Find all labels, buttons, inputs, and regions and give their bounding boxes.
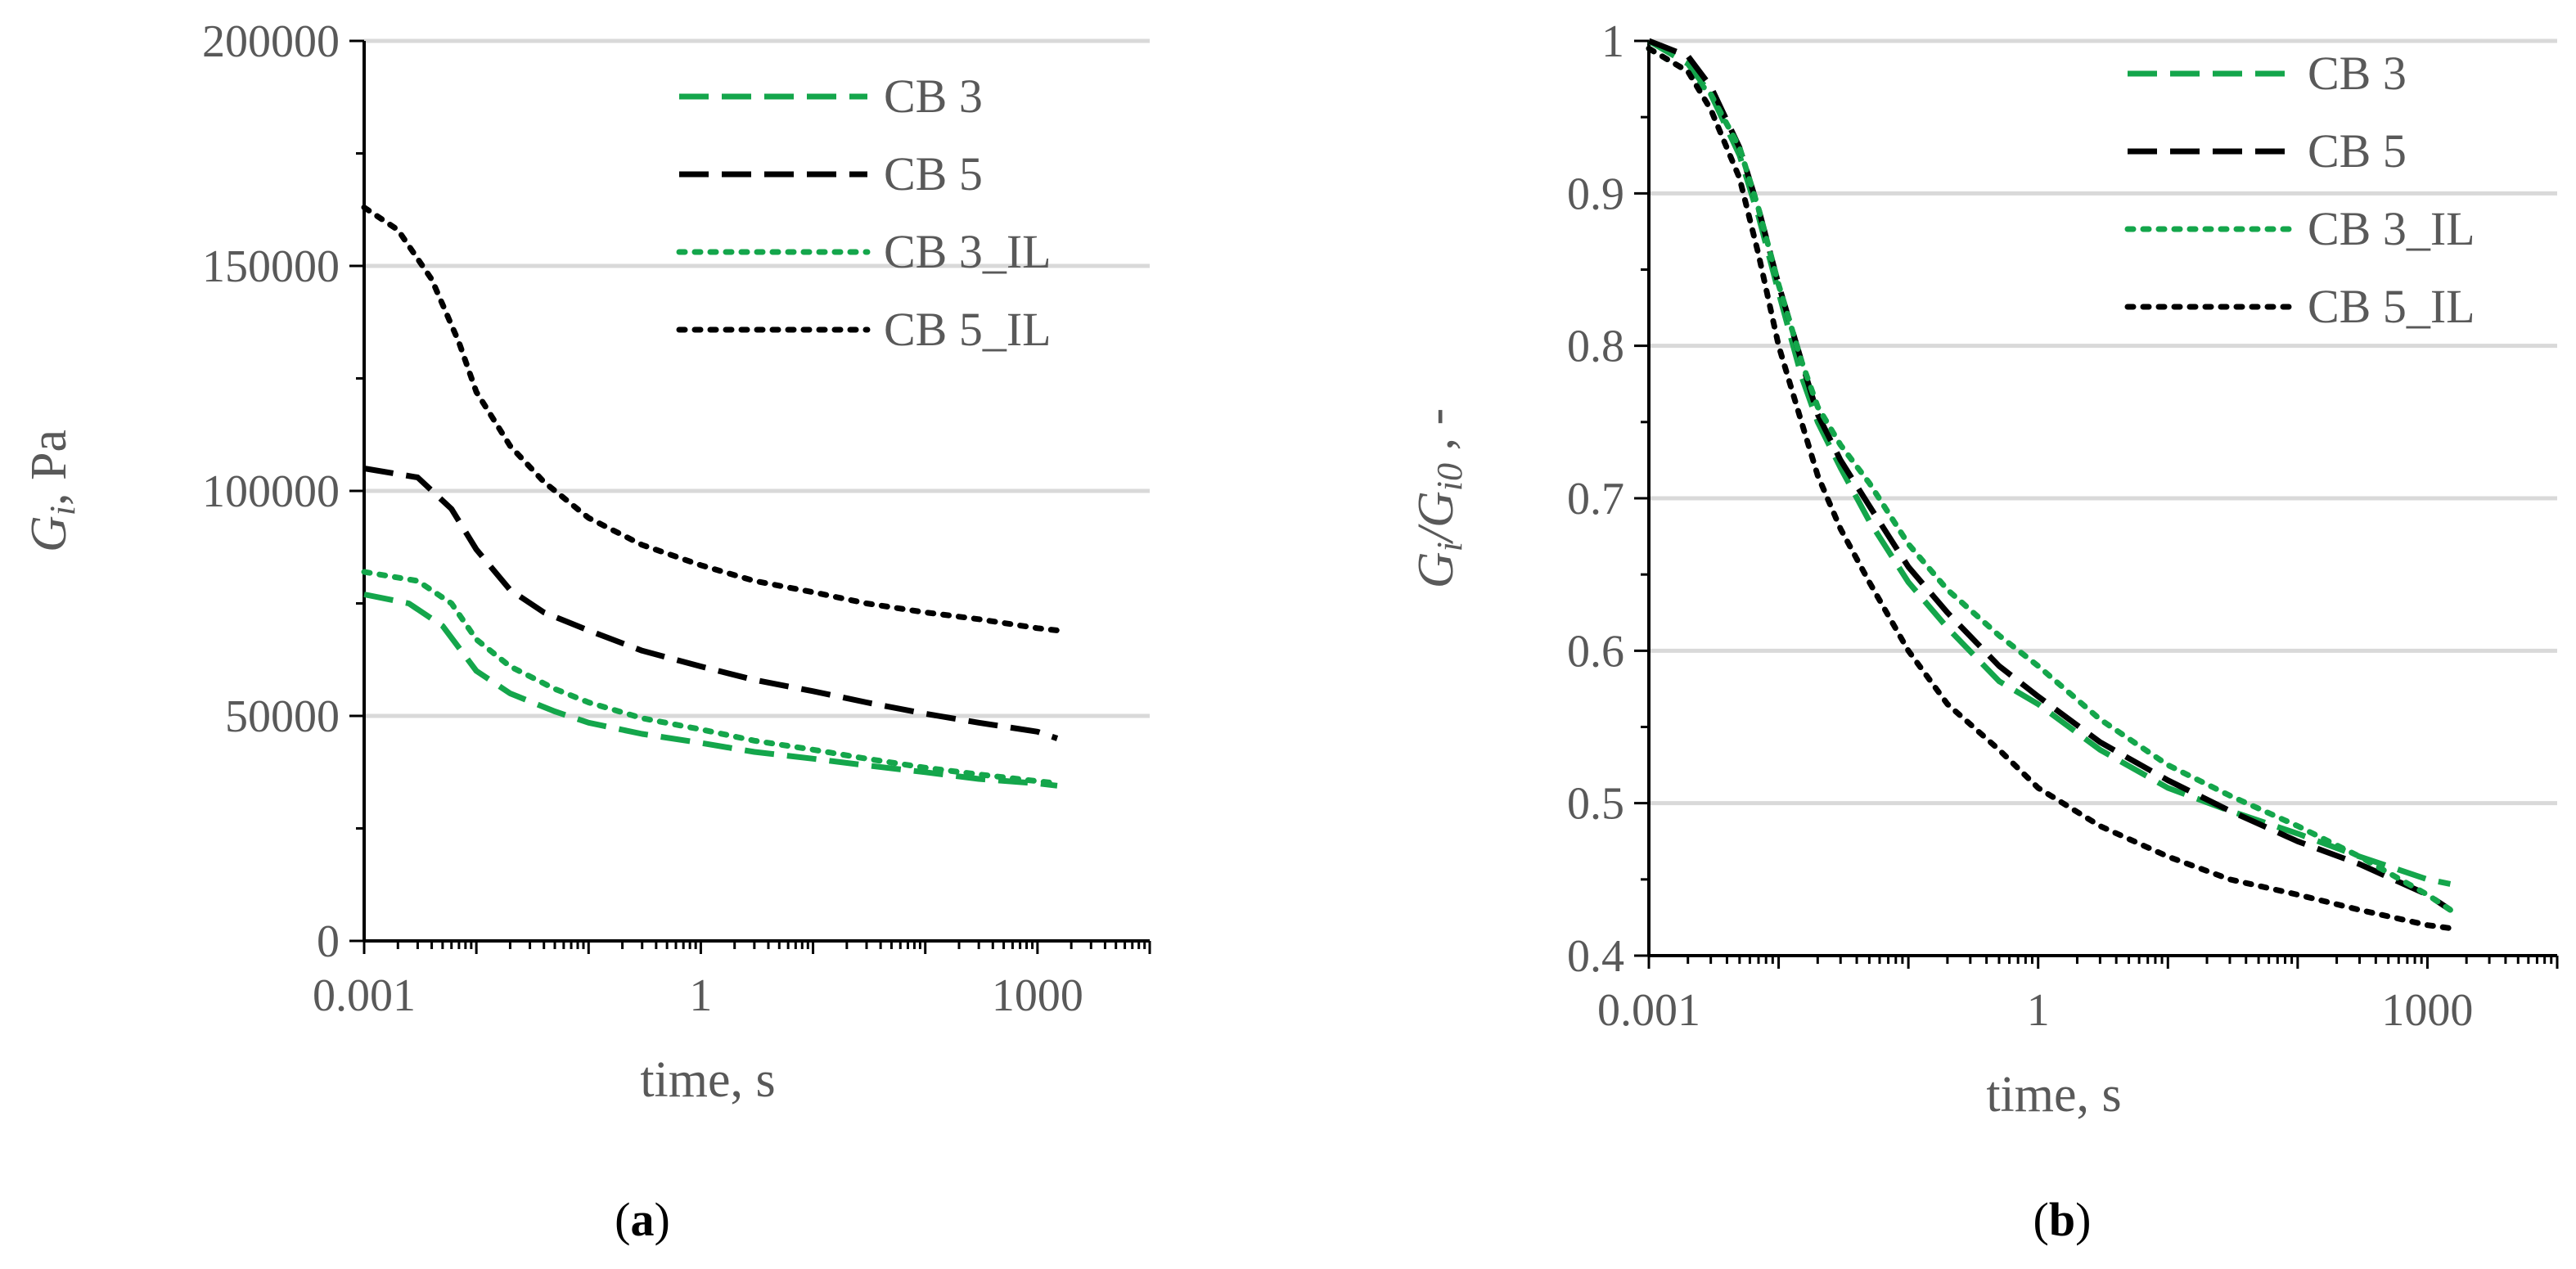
panel-label-letter: b bbox=[2049, 1193, 2075, 1246]
series-line-cb-3 bbox=[363, 592, 1058, 789]
y-axis-label-ylabel-sub2: i0 bbox=[1430, 463, 1470, 491]
x-tick-label: 1 bbox=[2027, 985, 2050, 1036]
x-axis-label: time, s bbox=[1986, 1067, 2121, 1123]
panel-label-close-paren: ) bbox=[655, 1193, 670, 1246]
y-axis-label-ylabel-sub: i bbox=[1430, 542, 1470, 551]
legend: CB 3 CB 5 CB 3_IL CB 5_IL bbox=[676, 70, 1052, 356]
legend-entry-label: CB 5_IL bbox=[2308, 280, 2475, 333]
legend-entry-label: CB 5 bbox=[2308, 124, 2407, 178]
panel-label: (a) bbox=[615, 1193, 670, 1246]
series-line-cb-3-il bbox=[1646, 45, 2453, 913]
legend-entry-label: CB 3 bbox=[884, 70, 983, 123]
y-axis-label-ylabel-rest: , Pa bbox=[21, 430, 77, 506]
x-tick-label: 0.001 bbox=[313, 970, 416, 1021]
panel-label: (b) bbox=[2033, 1193, 2092, 1246]
chart-panel-b: 0.4 0.5 0.6 0.7 0.8 0.9 1 0.001 1 1000 time, s Gi/G… bbox=[1408, 16, 2559, 1246]
x-axis-label: time, s bbox=[640, 1052, 775, 1108]
y-tick-label: 0 bbox=[317, 916, 340, 967]
series-line-cb-5-il bbox=[361, 205, 1061, 633]
x-tick-label: 1000 bbox=[2381, 985, 2473, 1036]
y-tick-label: 0.8 bbox=[1567, 322, 1624, 372]
chart-panel-a: 0 50000 100000 150000 200000 0.001 1 1000 time, … bbox=[21, 16, 1151, 1246]
y-tick-label: 0.6 bbox=[1567, 626, 1624, 677]
legend-entry-label: CB 3_IL bbox=[884, 225, 1052, 278]
series-line-cb-5 bbox=[363, 466, 1059, 741]
legend-entry-label: CB 5_IL bbox=[884, 303, 1052, 356]
y-tick-label: 200000 bbox=[202, 16, 340, 67]
series-line-cb-5-il bbox=[1646, 45, 2453, 931]
y-axis-label-ylabel-rest: , - bbox=[1408, 408, 1464, 463]
legend-entry-label: CB 3 bbox=[2308, 47, 2407, 100]
y-axis-label-ylabel-mid: /G bbox=[1408, 491, 1464, 544]
legend-entry-label: CB 5 bbox=[884, 147, 983, 200]
legend: CB 3 CB 5 CB 3_IL CB 5_IL bbox=[2124, 47, 2475, 333]
y-axis-label-ylabel-sub: i bbox=[43, 506, 83, 515]
panel-label-open-paren: ( bbox=[2033, 1193, 2049, 1246]
y-tick-label: 100000 bbox=[202, 466, 340, 517]
y-tick-label: 0.9 bbox=[1567, 169, 1624, 219]
series-line-cb-5 bbox=[1647, 38, 2452, 913]
y-axis-label: Gi, Pa bbox=[21, 430, 83, 552]
series-line-cb-3-il bbox=[361, 569, 1061, 786]
x-tick-label: 1000 bbox=[992, 970, 1083, 1021]
y-tick-label: 0.7 bbox=[1567, 474, 1624, 524]
y-tick-label: 1 bbox=[1601, 16, 1624, 67]
y-tick-label: 0.4 bbox=[1567, 931, 1624, 982]
y-axis-label-ylabel-main: G bbox=[1408, 551, 1464, 588]
y-axis-label-ylabel-main: G bbox=[21, 515, 77, 552]
panel-label-open-paren: ( bbox=[615, 1193, 630, 1246]
y-tick-label: 150000 bbox=[202, 241, 340, 292]
panel-label-letter: a bbox=[631, 1193, 655, 1246]
y-tick-label: 50000 bbox=[225, 691, 340, 742]
legend-entry-label: CB 3_IL bbox=[2308, 202, 2475, 255]
panel-label-close-paren: ) bbox=[2075, 1193, 2091, 1246]
y-axis-label: Gi/Gi0 , - bbox=[1408, 408, 1470, 588]
y-tick-label: 0.5 bbox=[1567, 779, 1624, 830]
x-tick-label: 0.001 bbox=[1597, 985, 1700, 1036]
x-tick-label: 1 bbox=[689, 970, 712, 1021]
